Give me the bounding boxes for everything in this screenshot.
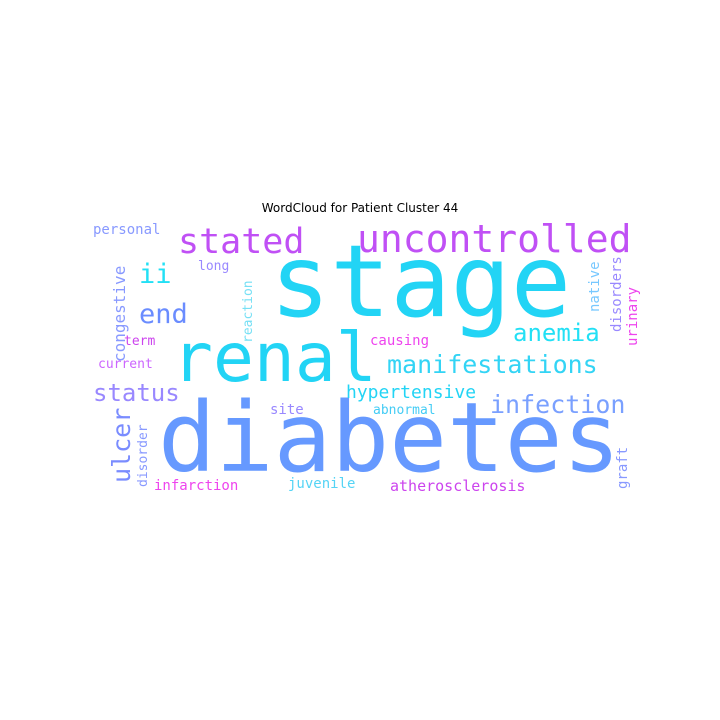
word-term: term — [124, 334, 155, 349]
word-stated: stated — [178, 222, 304, 262]
word-renal: renal — [172, 319, 377, 398]
word-status: status — [93, 379, 180, 407]
word-juvenile: juvenile — [288, 476, 355, 492]
word-ii: ii — [139, 259, 172, 290]
word-anemia: anemia — [513, 319, 600, 347]
word-urinary: urinary — [625, 287, 641, 346]
word-diabetes: diabetes — [158, 382, 620, 494]
word-infection: infection — [490, 390, 625, 419]
word-hypertensive: hypertensive — [346, 382, 476, 403]
word-uncontrolled: uncontrolled — [357, 217, 632, 261]
word-personal: personal — [93, 222, 160, 238]
word-ulcer: ulcer — [107, 408, 136, 483]
word-native: native — [587, 261, 603, 312]
word-causing: causing — [370, 333, 429, 349]
word-infarction: infarction — [154, 478, 238, 494]
word-abnormal: abnormal — [373, 403, 436, 418]
word-congestive: congestive — [110, 266, 129, 362]
word-manifestations: manifestations — [387, 350, 598, 379]
word-long: long — [198, 259, 229, 274]
word-end: end — [139, 299, 188, 330]
word-site: site — [270, 402, 304, 418]
word-disorder: disorder — [136, 424, 151, 487]
chart-title: WordCloud for Patient Cluster 44 — [261, 201, 459, 215]
word-reaction: reaction — [241, 280, 256, 343]
word-stage: stage — [270, 223, 571, 340]
word-atherosclerosis: atherosclerosis — [390, 477, 525, 495]
word-disorders: disorders — [609, 256, 625, 332]
word-graft: graft — [615, 447, 631, 489]
word-current: current — [98, 357, 153, 372]
